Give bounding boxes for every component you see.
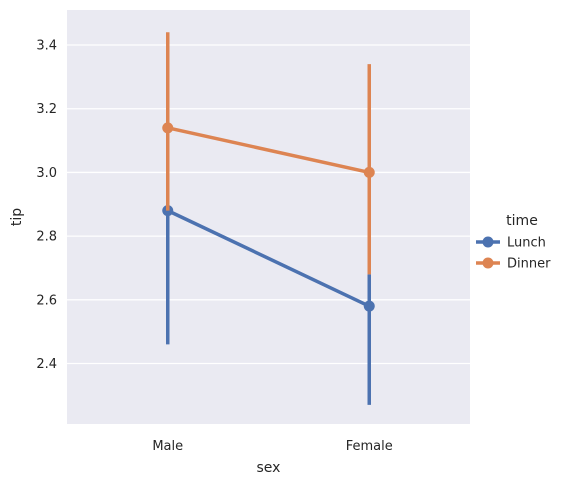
legend-swatch-marker (482, 257, 494, 269)
legend-label: Dinner (507, 257, 551, 272)
plot-background (67, 10, 470, 424)
y-axis-label: tip (9, 208, 25, 226)
y-tick-label: 2.6 (36, 293, 57, 308)
y-tick-labels: 2.4 2.6 2.8 3.0 3.2 3.4 (36, 39, 57, 372)
data-point (363, 300, 375, 312)
y-tick-label: 3.0 (36, 166, 57, 181)
legend-item-dinner: Dinner (476, 257, 551, 272)
x-axis-label: sex (257, 460, 281, 476)
gridlines (67, 44, 470, 365)
y-tick-label: 3.2 (36, 102, 57, 117)
legend: time Lunch Dinner (476, 213, 551, 272)
legend-item-lunch: Lunch (476, 236, 546, 251)
y-tick-label: 2.4 (36, 357, 57, 372)
legend-label: Lunch (507, 236, 546, 251)
series-marks (162, 32, 375, 405)
series-dinner (162, 32, 375, 275)
legend-title: time (506, 213, 538, 229)
data-point (162, 122, 174, 134)
legend-swatch-marker (482, 236, 494, 248)
y-tick-label: 3.4 (36, 39, 57, 54)
series-lunch (162, 205, 375, 405)
data-point (363, 166, 375, 178)
x-tick-label: Female (346, 439, 393, 454)
x-tick-label: Male (152, 439, 183, 454)
series-line (167, 126, 370, 175)
series-line (167, 209, 370, 308)
x-tick-labels: Male Female (152, 439, 392, 454)
y-tick-label: 2.8 (36, 230, 57, 245)
